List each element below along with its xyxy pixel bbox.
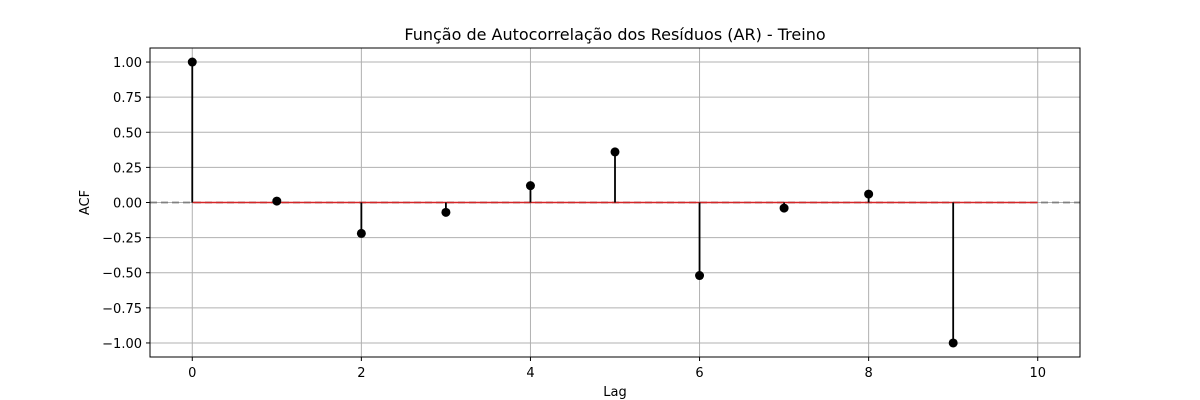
stems: [187, 57, 958, 348]
stem-marker: [610, 147, 620, 157]
plot-frame: [149, 47, 1081, 358]
stem-marker: [779, 203, 789, 213]
x-tick-label: 6: [695, 366, 703, 381]
y-axis-label: ACF: [78, 190, 93, 215]
x-tick-label: 4: [526, 366, 534, 381]
stem-marker: [525, 181, 535, 191]
y-tick-label: 0.00: [113, 197, 142, 212]
x-tick-label: 2: [357, 366, 365, 381]
stem-marker: [864, 189, 874, 199]
y-tick-label: −0.75: [102, 302, 142, 317]
x-tick-label: 10: [1029, 366, 1046, 381]
x-axis-label: Lag: [603, 385, 626, 400]
stem-marker: [948, 338, 958, 348]
y-tick-label: 0.25: [113, 161, 142, 176]
x-tick-label: 8: [864, 366, 872, 381]
ticks: 0 2 4 6 8 10 1.00 0.75 0.50 0.25 0.00 −0.25 −0.50 −0.…: [102, 56, 1046, 381]
y-tick-label: 1.00: [113, 56, 142, 71]
y-tick-label: 0.50: [113, 126, 142, 141]
stem-marker: [272, 196, 282, 206]
stem-marker: [187, 57, 197, 67]
y-tick-label: −0.50: [102, 267, 142, 282]
chart-title: Função de Autocorrelação dos Resíduos (A…: [404, 25, 825, 44]
stem-marker: [695, 271, 705, 281]
x-tick-label: 0: [188, 366, 196, 381]
y-tick-label: 0.75: [113, 91, 142, 106]
y-tick-label: −1.00: [102, 337, 142, 352]
stem-marker: [441, 207, 451, 217]
y-tick-label: −0.25: [102, 232, 142, 247]
stem-marker: [356, 228, 366, 238]
